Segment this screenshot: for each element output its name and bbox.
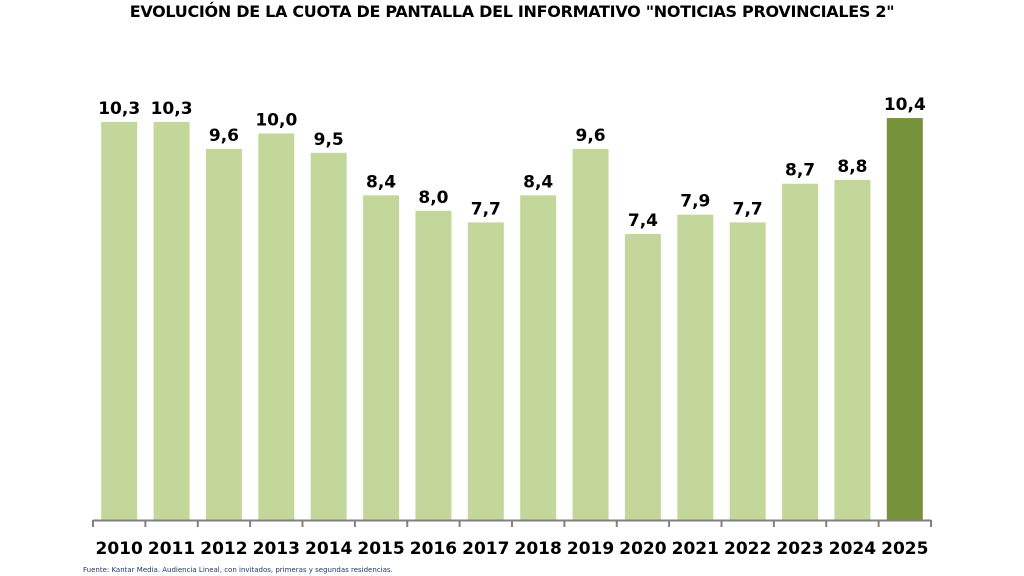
value-label-2021: 7,9: [680, 192, 710, 212]
x-tick-label-2018: 2018: [515, 539, 562, 559]
bar-2017: [467, 222, 504, 520]
bar-2013: [258, 133, 295, 520]
x-tick-label-2012: 2012: [200, 539, 247, 559]
bar-2012: [205, 148, 242, 520]
bar-2025: [886, 118, 923, 520]
bar-2020: [624, 233, 661, 521]
value-label-2023: 8,7: [785, 161, 815, 181]
x-tick-label-2019: 2019: [567, 539, 614, 559]
value-label-2010: 10,3: [98, 99, 140, 119]
bar-2016: [415, 210, 452, 521]
bar-2023: [782, 183, 819, 520]
value-label-2025: 10,4: [884, 95, 926, 115]
bar-2022: [729, 222, 766, 520]
x-tick-label-2016: 2016: [410, 539, 457, 559]
x-tick-label-2014: 2014: [305, 539, 352, 559]
x-tick-label-2021: 2021: [672, 539, 719, 559]
bar-2019: [572, 148, 609, 520]
x-tick-label-2025: 2025: [881, 539, 928, 559]
value-label-2015: 8,4: [366, 172, 396, 192]
value-label-2017: 7,7: [471, 199, 501, 219]
chart-title: EVOLUCIÓN DE LA CUOTA DE PANTALLA DEL IN…: [129, 2, 895, 21]
value-label-2011: 10,3: [151, 99, 193, 119]
bar-2024: [834, 179, 871, 520]
x-tick-label-2015: 2015: [357, 539, 404, 559]
bar-2011: [153, 121, 190, 520]
x-tick-label-2023: 2023: [776, 539, 823, 559]
value-label-2019: 9,6: [576, 126, 606, 146]
value-label-2016: 8,0: [418, 188, 448, 208]
bar-2015: [363, 195, 400, 520]
value-label-2014: 9,5: [314, 130, 344, 150]
value-label-2013: 10,0: [255, 111, 297, 131]
x-tick-label-2011: 2011: [148, 539, 195, 559]
value-label-2024: 8,8: [837, 157, 867, 177]
x-tick-label-2024: 2024: [829, 539, 876, 559]
value-label-2022: 7,7: [733, 199, 763, 219]
x-tick-label-2020: 2020: [619, 539, 666, 559]
bar-2021: [677, 214, 714, 521]
bar-2010: [101, 121, 138, 520]
source-footnote: Fuente: Kantar Media. Audiencia Lineal, …: [83, 566, 393, 574]
x-tick-label-2013: 2013: [253, 539, 300, 559]
bar-2014: [310, 152, 347, 520]
x-tick-label-2022: 2022: [724, 539, 771, 559]
value-label-2012: 9,6: [209, 126, 239, 146]
x-tick-label-2017: 2017: [462, 539, 509, 559]
value-label-2020: 7,4: [628, 211, 658, 231]
x-tick-label-2010: 2010: [96, 539, 143, 559]
value-label-2018: 8,4: [523, 172, 553, 192]
bar-2018: [520, 195, 557, 520]
